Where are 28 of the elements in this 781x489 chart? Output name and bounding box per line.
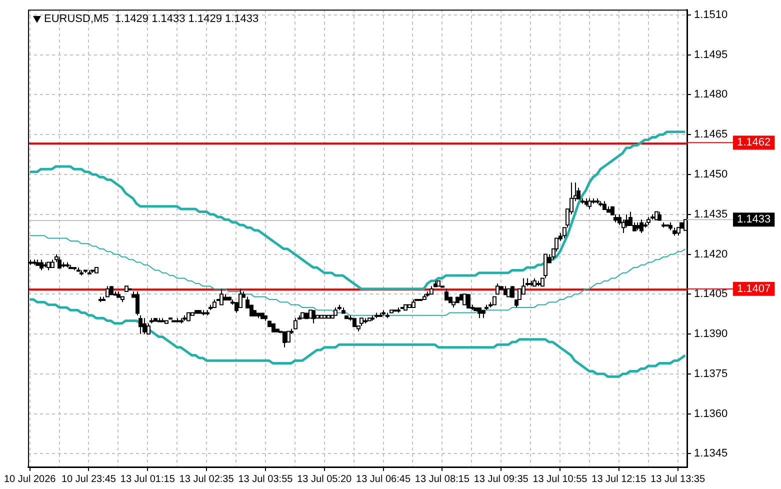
y-tick-label: 1.1450 [694,168,728,181]
x-tick-label: 13 Jul 09:35 [474,474,529,485]
x-tick-label: 13 Jul 08:15 [414,474,470,485]
chart-title: EURUSD,M5 1.1429 1.1433 1.1429 1.1433 [44,13,259,26]
y-tick-label: 1.1405 [694,288,728,300]
y-tick-label: 1.1465 [694,128,728,141]
x-tick-label: 13 Jul 10:55 [532,474,588,485]
y-tick-label: 1.1510 [694,8,728,21]
x-tick-label: 13 Jul 06:45 [356,474,411,485]
x-tick-label: 13 Jul 01:15 [120,474,176,485]
x-tick-label: 13 Jul 13:35 [650,474,706,485]
y-tick-label: 1.1420 [694,248,728,260]
x-tick-label: 10 Jul 23:45 [61,474,116,485]
ref-line-label: 1.1407 [737,282,771,295]
y-tick-label: 1.1360 [694,408,728,420]
ref-line-label: 1.1433 [737,214,771,226]
y-tick-label: 1.1375 [694,368,728,380]
x-tick-label: 13 Jul 05:20 [297,474,352,485]
y-tick-label: 1.1390 [694,328,728,340]
y-tick-label: 1.1435 [694,208,728,220]
y-tick-label: 1.1495 [694,48,728,61]
x-tick-label: 13 Jul 02:35 [179,474,234,485]
ref-line-label: 1.1462 [737,136,771,149]
y-tick-label: 1.1345 [694,448,728,460]
x-tick-label: 13 Jul 12:15 [592,474,647,485]
x-tick-label: 13 Jul 03:55 [238,474,294,485]
x-tick-label: 10 Jul 2026 [4,474,56,485]
y-tick-label: 1.1480 [694,88,728,101]
